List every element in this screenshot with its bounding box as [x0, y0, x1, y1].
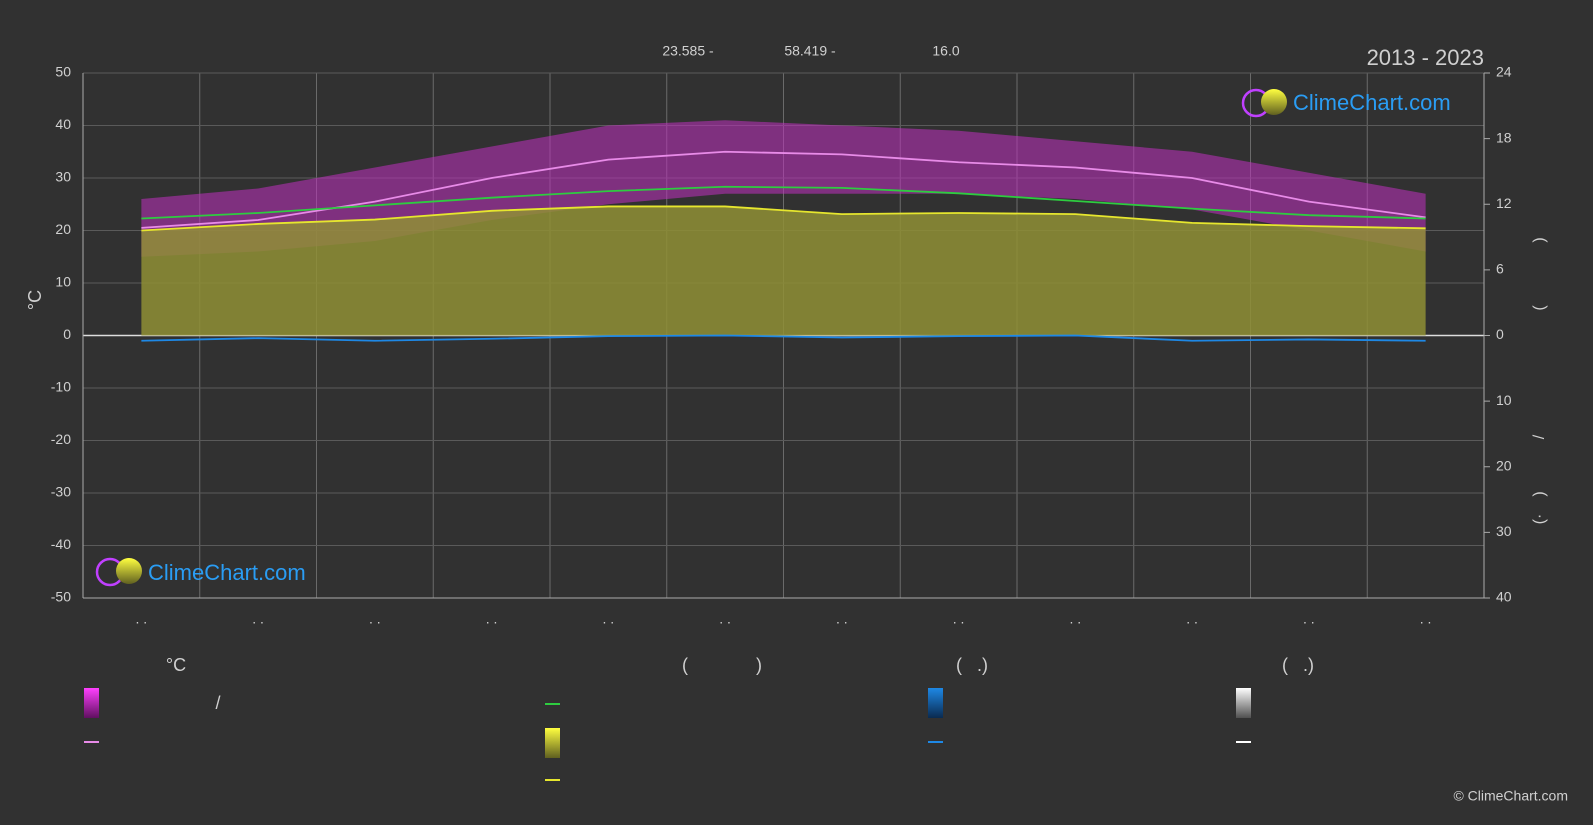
x-tick-label: . . — [252, 611, 264, 627]
logo-sun — [1261, 89, 1287, 115]
series-line — [141, 205, 1426, 232]
y2-tick-label: 0 — [1496, 326, 1504, 342]
y-axis-label: °C — [25, 290, 45, 310]
series-line — [141, 185, 1426, 220]
annotation: 58.419 - — [784, 43, 836, 59]
y2-tick-label: 24 — [1496, 64, 1512, 80]
copyright: © ClimeChart.com — [1453, 788, 1568, 804]
right-axis-label: ( — [1531, 305, 1548, 311]
y-tick-label: -40 — [51, 536, 71, 552]
legend-swatch — [1236, 688, 1251, 718]
legend-header: ( .) — [956, 655, 988, 675]
y3-tick-label: 40 — [1496, 589, 1512, 605]
x-tick-label: . . — [719, 611, 731, 627]
y3-tick-label: 30 — [1496, 523, 1512, 539]
legend-swatch — [545, 728, 560, 758]
y2-tick-label: 6 — [1496, 261, 1504, 277]
right-axis-label: ) — [1531, 491, 1548, 496]
logo-text: ClimeChart.com — [1293, 90, 1451, 115]
legend-header: ( — [682, 655, 688, 675]
logo-text: ClimeChart.com — [148, 560, 306, 585]
legend-text: / — [215, 693, 220, 713]
series-line — [141, 334, 1426, 342]
y-tick-label: 10 — [55, 274, 71, 290]
annotation: 23.585 - — [662, 43, 714, 59]
plot-area: 50 40 30 20 10 0 -10 -20 -30 -40 -50 24 18 12 6 0 10 20 30… — [51, 64, 1548, 627]
series-line — [141, 150, 1426, 229]
chart-title: 2013 - 2023 — [1367, 45, 1484, 70]
x-tick-label: . . — [1186, 611, 1198, 627]
y2-tick-label: 18 — [1496, 129, 1512, 145]
legend-swatch — [928, 688, 943, 718]
y-tick-label: 0 — [63, 326, 71, 342]
y2-tick-label: 12 — [1496, 195, 1512, 211]
y-tick-label: 40 — [55, 116, 71, 132]
right-axis-label: / — [1531, 434, 1548, 439]
y3-tick-label: 10 — [1496, 392, 1512, 408]
x-tick-label: . . — [1420, 611, 1432, 627]
legend-swatch — [84, 688, 99, 718]
right-axis-label: (· — [1531, 514, 1548, 525]
y-tick-label: 20 — [55, 221, 71, 237]
y-tick-label: -10 — [51, 379, 71, 395]
y-tick-label: -50 — [51, 589, 71, 605]
legend-header: °C — [166, 655, 186, 675]
x-tick-label: . . — [136, 611, 148, 627]
x-tick-label: . . — [1070, 611, 1082, 627]
y3-tick-label: 20 — [1496, 457, 1512, 473]
x-tick-label: . . — [603, 611, 615, 627]
x-tick-label: . . — [486, 611, 498, 627]
y-tick-label: 30 — [55, 169, 71, 185]
x-tick-label: . . — [369, 611, 381, 627]
y-tick-label: -20 — [51, 431, 71, 447]
legend-header: ( .) — [1282, 655, 1314, 675]
y-tick-label: 50 — [55, 64, 71, 80]
annotation: 16.0 — [932, 43, 959, 59]
x-tick-label: . . — [836, 611, 848, 627]
y-tick-label: -30 — [51, 484, 71, 500]
logo: ClimeChart.com — [95, 557, 306, 587]
series-area — [141, 206, 1426, 336]
x-tick-label: . . — [1303, 611, 1315, 627]
logo: ClimeChart.com — [1241, 88, 1451, 118]
legend-header: ) — [756, 655, 762, 675]
logo-sun — [116, 558, 142, 584]
right-axis-label: ) — [1531, 237, 1548, 242]
legend: °C ( ) ( .) ( .) / — [84, 655, 1314, 781]
x-tick-label: . . — [953, 611, 965, 627]
